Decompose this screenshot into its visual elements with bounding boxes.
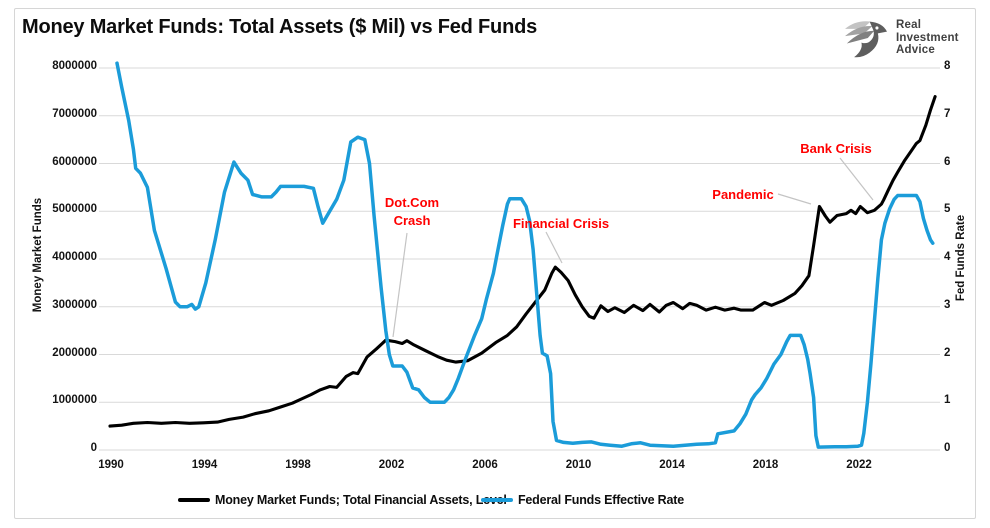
financial-crisis-annotation: Financial Crisis xyxy=(512,216,610,231)
x-axis-tick-2022: 2022 xyxy=(846,459,872,471)
logo-line-2: Investment xyxy=(896,31,959,44)
right-axis-tick-2: 2 xyxy=(944,346,951,359)
fed-funds-legend-marker xyxy=(481,498,513,502)
left-axis-tick-7000000: 7000000 xyxy=(52,107,97,120)
right-axis-tick-5: 5 xyxy=(944,203,951,216)
right-axis-tick-4: 4 xyxy=(944,251,951,263)
left-axis-tick-1000000: 1000000 xyxy=(52,394,97,407)
dotcom-crash-leader-line xyxy=(392,232,408,338)
logo-line-3: Advice xyxy=(896,44,935,57)
chart-title: Money Market Funds: Total Assets ($ Mil)… xyxy=(22,16,538,38)
right-axis-tick-8: 8 xyxy=(944,60,951,72)
right-axis-tick-6: 6 xyxy=(944,155,951,168)
bank-crisis-annotation: Bank Crisis xyxy=(800,141,872,156)
dotcom-crash-annotation: Dot.Com Crash xyxy=(384,195,440,228)
fed-funds-legend-label: Federal Funds Effective Rate xyxy=(518,493,684,507)
bank-crisis-leader-line xyxy=(839,157,874,201)
x-axis-tick-2018: 2018 xyxy=(752,459,779,471)
mmf-line-series xyxy=(108,95,937,428)
right-axis-tick-3: 3 xyxy=(944,298,951,311)
left-axis-tick-5000000: 5000000 xyxy=(52,203,97,216)
left-axis-tick-4000000: 4000000 xyxy=(52,251,97,263)
logo-line-1: Real xyxy=(896,19,922,32)
legend: Money Market Funds; Total Financial Asse… xyxy=(0,490,990,514)
right-axis-tick-7: 7 xyxy=(944,107,951,120)
left-axis-tick-8000000: 8000000 xyxy=(52,60,97,72)
x-axis-tick-2010: 2010 xyxy=(565,459,592,471)
pandemic-leader-line xyxy=(777,193,812,205)
mmf-legend-label: Money Market Funds; Total Financial Asse… xyxy=(215,493,507,507)
legend-item-mmf: Money Market Funds; Total Financial Asse… xyxy=(178,490,507,510)
brand-logo: Real Investment Advice xyxy=(843,14,973,62)
left-axis-tick-2000000: 2000000 xyxy=(52,346,97,359)
legend-item-fed-funds: Federal Funds Effective Rate xyxy=(481,490,684,510)
x-axis-tick-1994: 1994 xyxy=(191,459,218,471)
right-axis-tick-0: 0 xyxy=(944,442,951,454)
pandemic-annotation: Pandemic xyxy=(712,187,774,202)
x-axis-tick-1998: 1998 xyxy=(285,459,311,471)
right-axis-tick-1: 1 xyxy=(944,394,951,407)
left-axis-tick-6000000: 6000000 xyxy=(52,155,97,168)
left-axis-tick-3000000: 3000000 xyxy=(52,298,97,311)
brand-logo-text: Real Investment Advice xyxy=(896,19,959,57)
eagle-logo-icon xyxy=(845,21,887,58)
fed-funds-line-series xyxy=(115,61,935,449)
x-axis-tick-1990: 1990 xyxy=(98,459,124,471)
x-axis-tick-2014: 2014 xyxy=(659,459,685,471)
x-axis-tick-2002: 2002 xyxy=(378,459,405,471)
x-axis-tick-2006: 2006 xyxy=(472,459,498,471)
mmf-legend-marker xyxy=(178,498,210,502)
left-axis-tick-0: 0 xyxy=(90,442,97,454)
financial-crisis-leader-line xyxy=(545,231,563,264)
